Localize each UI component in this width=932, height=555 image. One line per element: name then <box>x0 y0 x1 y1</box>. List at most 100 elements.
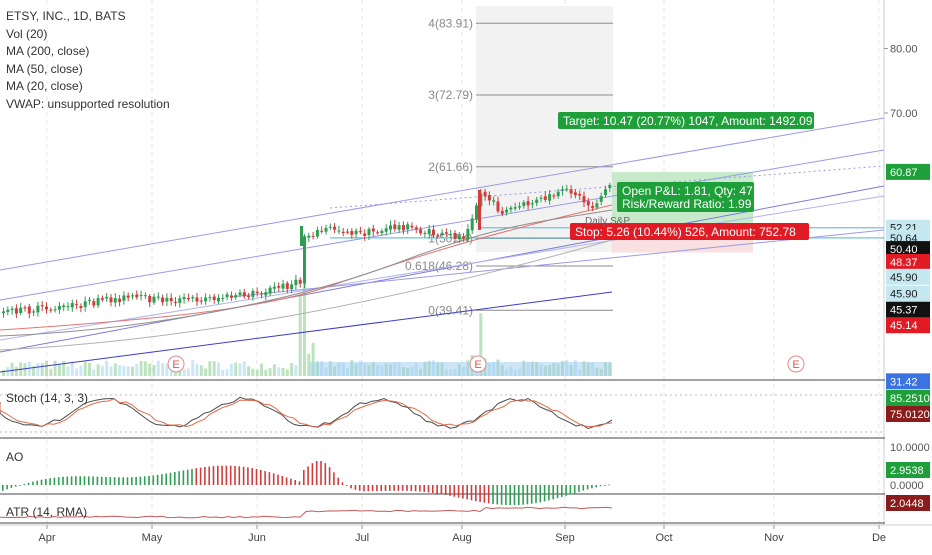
ao-bar <box>358 485 361 491</box>
volume-bar <box>178 368 182 376</box>
candle-body <box>462 236 466 239</box>
candle-body <box>234 295 238 298</box>
volume-bar <box>23 363 27 376</box>
ao-bar <box>290 478 292 485</box>
volume-bar <box>182 369 186 376</box>
candle-body <box>565 188 569 190</box>
candle-body <box>208 297 212 299</box>
candle-body <box>423 232 427 234</box>
ao-bar <box>548 485 550 501</box>
ao-axis-label-text: 2.9538 <box>890 465 924 477</box>
open-pl-callout[interactable] <box>617 182 754 212</box>
volume-bar <box>298 296 302 376</box>
partial-annotation: Daily S&P <box>585 216 630 227</box>
trend-channel-line[interactable] <box>0 291 613 373</box>
price-axis-label <box>886 285 930 302</box>
ao-bar <box>582 485 585 491</box>
candle-body <box>281 283 285 289</box>
candle-body <box>548 194 552 201</box>
ao-bar <box>389 485 391 491</box>
volume-bar <box>66 366 70 376</box>
ao-tick-label: 10.0000 <box>890 442 930 454</box>
ao-bar <box>556 485 559 499</box>
stoch-k-line <box>0 396 613 430</box>
ao-bar <box>492 485 494 504</box>
ao-bar <box>49 478 51 485</box>
ao-bar <box>341 482 344 485</box>
ao-bar <box>522 485 524 505</box>
ao-bar <box>36 480 38 485</box>
candle-body <box>161 297 165 303</box>
candle-body <box>32 311 36 313</box>
candle-body <box>148 296 152 303</box>
ao-bar <box>483 485 486 503</box>
ao-bar <box>496 485 499 505</box>
ao-bar <box>479 485 481 502</box>
ao-bar <box>333 472 335 485</box>
ao-bar <box>199 467 202 485</box>
candle-body <box>526 201 530 206</box>
earnings-marker-label: E <box>474 359 481 371</box>
candle-body <box>444 232 448 234</box>
trend-channel-line[interactable] <box>0 195 885 341</box>
ao-bar <box>328 467 331 485</box>
chart-legend: ETSY, INC., 1D, BATS Vol (20) MA (200, c… <box>6 8 170 113</box>
candle-body <box>406 224 410 230</box>
candle-body <box>27 306 31 314</box>
ao-bar <box>401 485 404 491</box>
ao-bar <box>277 474 279 485</box>
ao-bar <box>57 477 60 485</box>
ao-bar <box>19 485 21 486</box>
target-callout[interactable] <box>558 112 814 129</box>
volume-bar <box>113 363 117 376</box>
earnings-marker[interactable] <box>469 355 487 373</box>
ao-bar <box>152 475 155 485</box>
time-axis-label: Aug <box>452 532 472 544</box>
ao-bar <box>500 485 503 505</box>
ao-bar <box>462 485 464 499</box>
legend-item-vwap[interactable]: VWAP: unsupported resolution <box>6 96 170 111</box>
candle-body <box>217 297 220 302</box>
trend-channel-line[interactable] <box>0 149 885 301</box>
candle-body <box>556 191 560 197</box>
ao-bar <box>595 485 597 488</box>
candle-body <box>440 232 444 236</box>
earnings-marker[interactable] <box>167 355 185 373</box>
ao-bar <box>311 463 314 485</box>
ao-bar <box>255 468 258 485</box>
candle-body <box>384 228 388 232</box>
legend-item-vol[interactable]: Vol (20) <box>6 26 48 41</box>
candle-body <box>49 309 53 311</box>
legend-item-ma200[interactable]: MA (200, close) <box>6 44 90 58</box>
candle-body <box>92 301 96 306</box>
volume-bar <box>247 366 251 376</box>
ao-bar <box>100 476 103 485</box>
ao-bar <box>419 485 421 492</box>
ma-50-line <box>0 209 613 337</box>
legend-item-ma20[interactable]: MA (20, close) <box>6 79 83 93</box>
time-axis-label: Oct <box>655 532 672 544</box>
candle-body <box>96 298 100 306</box>
volume-bar <box>238 363 242 376</box>
trend-channel-line[interactable] <box>0 185 885 353</box>
ao-bar <box>178 471 180 485</box>
ao-bar <box>156 474 159 485</box>
candle-body <box>483 191 487 197</box>
ao-bar <box>191 468 193 485</box>
candle-body <box>478 190 481 230</box>
ao-bar <box>324 463 327 485</box>
ao-bar <box>70 476 73 485</box>
legend-item-ma50[interactable]: MA (50, close) <box>6 61 83 76</box>
ao-tick-label: 0.0000 <box>890 480 924 492</box>
trend-channel-line[interactable] <box>229 229 885 298</box>
volume-bar <box>96 364 100 376</box>
volume-bar <box>83 360 87 376</box>
stop-callout[interactable] <box>570 223 809 240</box>
trend-channel-line[interactable] <box>0 117 885 271</box>
ao-bar <box>32 481 34 485</box>
earnings-marker[interactable] <box>787 355 805 373</box>
ao-bar <box>83 476 86 485</box>
candle-body <box>113 298 117 303</box>
